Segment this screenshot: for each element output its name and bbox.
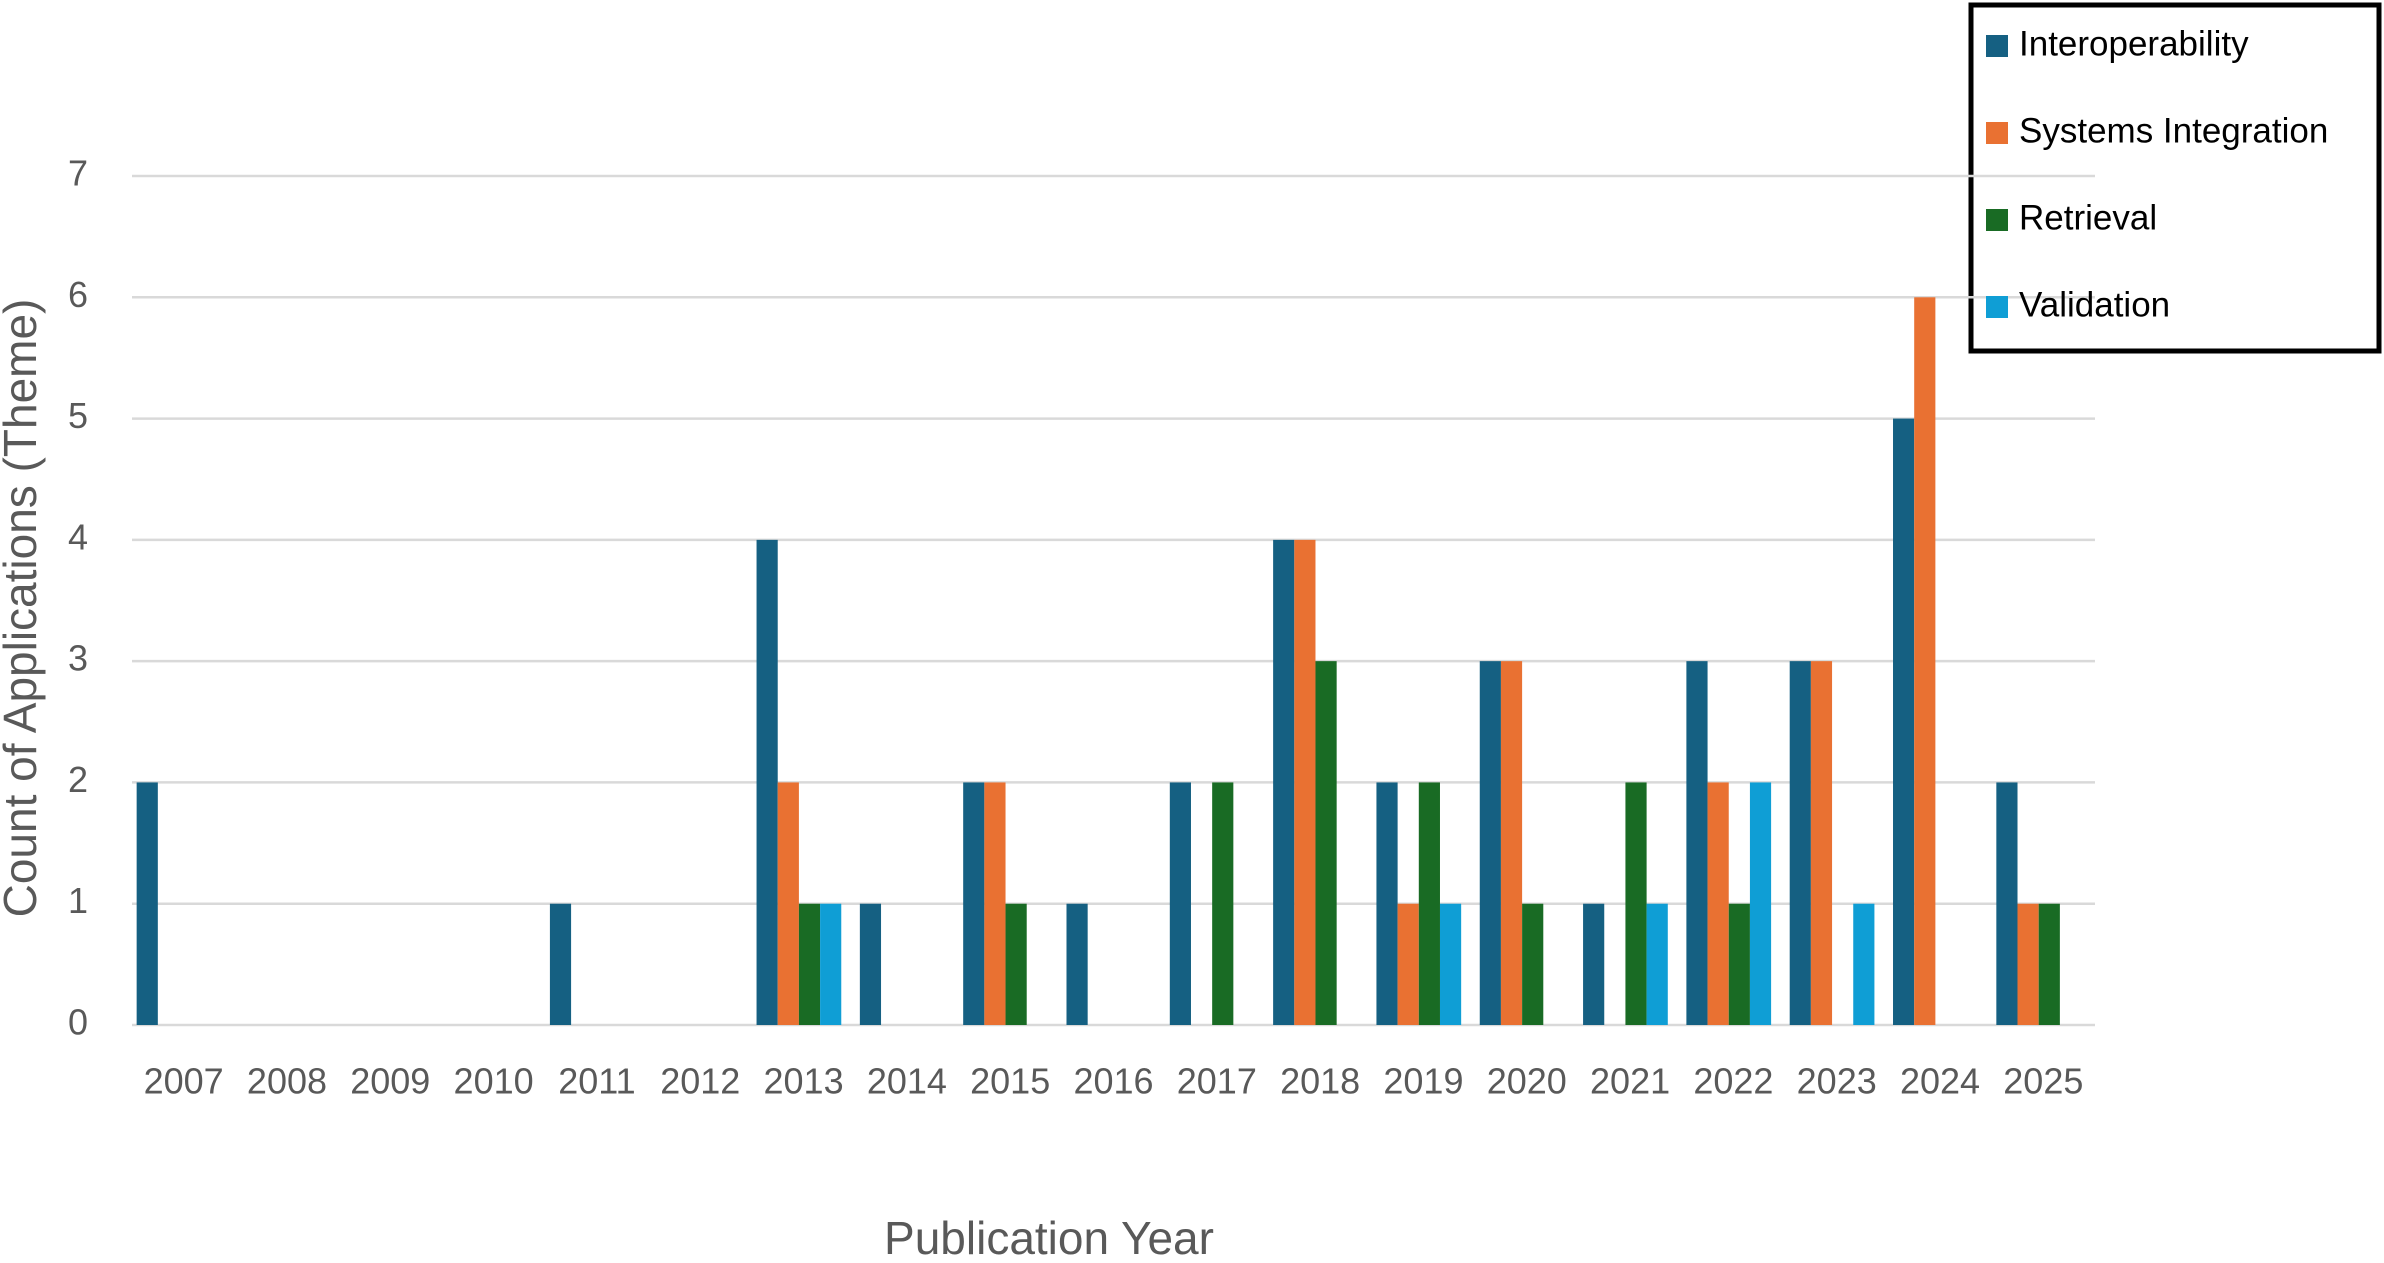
bar — [1479, 661, 1501, 1025]
x-tick-label: 2011 — [558, 1061, 635, 1102]
bar — [1914, 297, 1936, 1025]
bar — [1749, 782, 1772, 1025]
legend-box — [1968, 2, 2382, 354]
x-tick-label: 2008 — [247, 1061, 327, 1102]
bar — [1439, 903, 1462, 1025]
x-tick-label: 2017 — [1177, 1061, 1257, 1102]
x-tick-label: 2024 — [1900, 1061, 1980, 1102]
y-tick-label: 0 — [68, 1002, 88, 1043]
bar — [2038, 903, 2060, 1025]
x-tick-label: 2014 — [867, 1061, 947, 1102]
bar — [136, 782, 158, 1025]
bar — [963, 782, 985, 1025]
bar — [1212, 782, 1234, 1025]
x-tick-label: 2021 — [1590, 1061, 1670, 1102]
legend-swatch — [1986, 122, 2008, 144]
y-tick-label: 3 — [68, 638, 88, 679]
x-tick-label: 2015 — [970, 1061, 1050, 1102]
legend-swatch — [1986, 35, 2008, 57]
bar — [1169, 782, 1191, 1025]
bar — [1273, 539, 1295, 1025]
y-tick-label: 6 — [68, 274, 88, 315]
bar — [1397, 903, 1419, 1025]
bar — [1625, 782, 1647, 1025]
x-tick-label: 2009 — [350, 1061, 430, 1102]
bar — [549, 903, 572, 1025]
x-tick-label: 2016 — [1073, 1061, 1153, 1102]
bar — [1789, 661, 1811, 1025]
x-tick-label: 2019 — [1383, 1061, 1463, 1102]
y-tick-label: 5 — [68, 395, 88, 436]
bar — [1996, 782, 2018, 1025]
bar — [1066, 903, 1088, 1025]
x-tick-label: 2022 — [1693, 1061, 1773, 1102]
bar — [1005, 903, 1027, 1025]
x-tick-label: 2010 — [454, 1061, 534, 1102]
y-tick-label: 4 — [68, 516, 88, 557]
bar — [820, 903, 842, 1025]
bar — [1686, 661, 1708, 1025]
bar — [777, 782, 799, 1025]
bar — [1646, 903, 1668, 1025]
bar — [1315, 661, 1337, 1025]
bar — [1810, 661, 1833, 1025]
bar — [798, 903, 821, 1025]
x-tick-label: 2018 — [1280, 1061, 1360, 1102]
x-tick-label: 2013 — [764, 1061, 844, 1102]
bar — [1418, 782, 1440, 1025]
y-axis-title: Count of Applications (Theme) — [0, 299, 46, 918]
bar — [1376, 782, 1398, 1025]
legend-swatch — [1986, 296, 2008, 318]
bar — [859, 903, 882, 1025]
legend-label: Interoperability — [2019, 24, 2249, 63]
bar — [1500, 661, 1523, 1025]
x-tick-label: 2025 — [2003, 1061, 2083, 1102]
bar — [1522, 903, 1544, 1025]
bar — [1583, 903, 1605, 1025]
bar — [756, 539, 778, 1025]
legend-label: Retrieval — [2019, 198, 2157, 237]
x-tick-label: 2020 — [1487, 1061, 1567, 1102]
bar — [1728, 903, 1750, 1025]
bar — [1853, 903, 1875, 1025]
x-axis-title: Publication Year — [884, 1212, 1214, 1263]
y-tick-label: 7 — [68, 153, 88, 194]
y-tick-label: 1 — [68, 880, 88, 921]
bar — [1893, 418, 1915, 1026]
legend-swatch — [1986, 209, 2008, 231]
y-tick-label: 2 — [68, 759, 88, 800]
bar — [984, 782, 1006, 1025]
bar — [1294, 539, 1316, 1025]
x-tick-label: 2007 — [144, 1061, 224, 1102]
bar — [2017, 903, 2039, 1025]
bar — [1707, 782, 1729, 1025]
legend-label: Systems Integration — [2019, 111, 2328, 150]
x-tick-label: 2012 — [660, 1061, 740, 1102]
legend-label: Validation — [2019, 285, 2170, 324]
x-tick-label: 2023 — [1797, 1061, 1877, 1102]
